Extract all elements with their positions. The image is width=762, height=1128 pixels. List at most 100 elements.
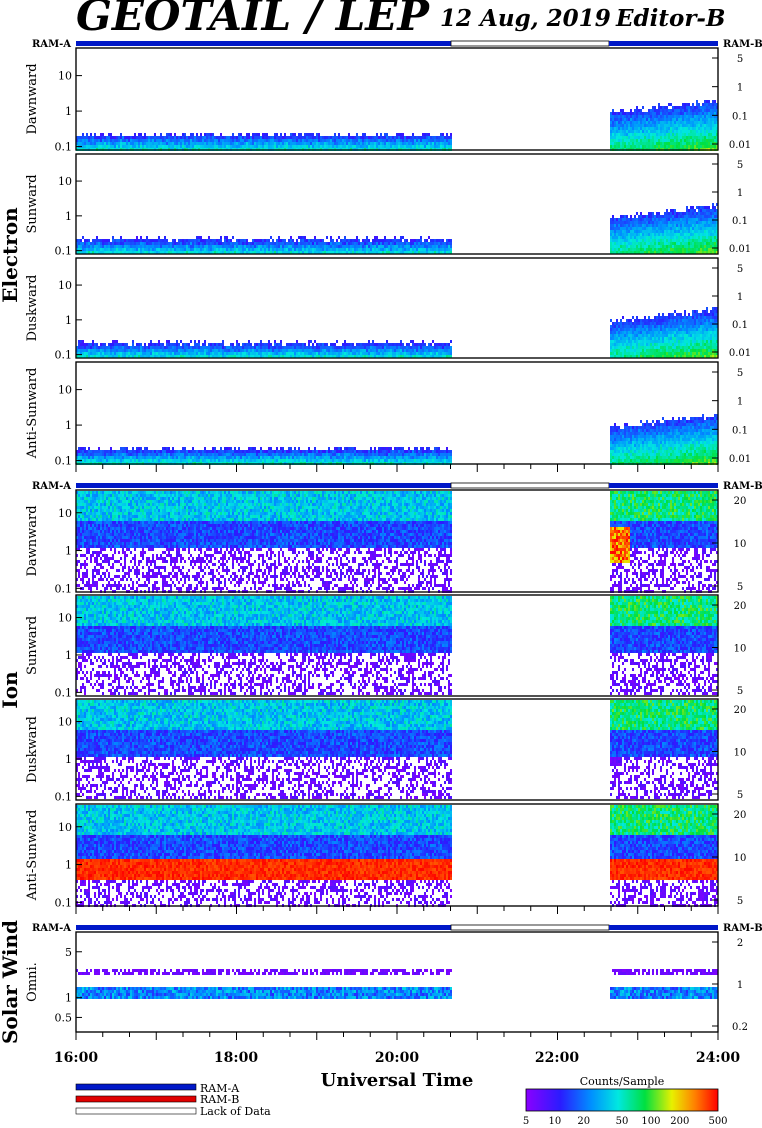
y-tick-label: 1 [65,649,72,662]
ram-legend: RAM-A RAM-B Lack of Data [76,1082,271,1118]
y2-tick-label: 1 [737,83,743,94]
y-tick-label: 1 [65,545,72,558]
y-tick-label: 10 [58,716,72,729]
y-tick-label: 0.1 [55,686,73,699]
y2-tick-label: 10 [734,748,747,759]
y2-tick-label: 1 [737,980,743,991]
y-tick-label: 1 [65,105,72,118]
y2-tick-label: 2 [737,938,743,949]
y-tick-label: 10 [58,507,72,520]
group-label-solar-wind: Solar Wind [0,920,22,1044]
y-tick-label: 5 [65,946,72,959]
y2-tick-label: 5 [737,686,743,697]
y-tick-label: 1 [65,419,72,432]
y2-tick-label: 0.1 [732,111,748,122]
y2-tick-label: 20 [734,496,747,507]
y-tick-label: 1 [65,859,72,872]
plot-date: 12 Aug, 2019 [440,5,611,32]
x-tick-label-18: 18:00 [214,1050,258,1066]
colorbar-gradient [526,1089,718,1111]
y-tick-label: 0.1 [55,349,73,362]
y-tick-label: 0.1 [55,896,73,909]
y2-tick-label: 1 [737,188,743,199]
y2-tick-label: 5 [737,264,743,275]
y-tick-label: 0.1 [55,245,73,258]
group-label-electron: Electron [0,207,22,303]
y-tick-label: 0.1 [55,141,73,154]
y2-tick-label: 0.01 [729,140,751,151]
colorbar-tick-label: 500 [708,1116,727,1127]
y2-tick-label: 0.1 [732,320,748,331]
ram-a-segment [76,41,451,46]
panel-label: Duskward [25,716,40,783]
y2-tick-label: 5 [737,582,743,593]
legend-label-lack-of-data: Lack of Data [200,1105,271,1118]
y2-tick-label: 1 [737,292,743,303]
group-label-ion: Ion [0,671,22,709]
y2-tick-label: 1 [737,397,743,408]
plot-editor: Editor-B [615,5,725,32]
panel-label: Dawnward [25,63,40,134]
y2-tick-label: 5 [737,368,743,379]
ram-label-left: RAM-A [32,923,71,934]
y-tick-label: 10 [58,612,72,625]
ram-label-right: RAM-B [723,481,762,492]
y-tick-label: 10 [58,821,72,834]
legend-swatch-lack-of-data [76,1108,196,1114]
plot-title: GEOTAIL / LEP [76,0,430,40]
y2-tick-label: 0.01 [729,454,751,465]
ram-label-right: RAM-B [723,39,762,50]
panel-label: Sunward [25,616,40,675]
y-tick-label: 1 [65,314,72,327]
y2-tick-label: 20 [734,810,747,821]
ram-a-segment [76,483,451,488]
y2-tick-label: 0.1 [732,216,748,227]
ram-label-left: RAM-A [32,39,71,50]
panel-label: Omni. [25,962,40,1002]
y-tick-label: 10 [58,279,72,292]
ram-label-right: RAM-B [723,923,762,934]
colorbar-tick-label: 200 [670,1116,689,1127]
colorbar-tick-label: 5 [523,1116,529,1127]
y2-tick-label: 0.01 [729,244,751,255]
panel-label: Sunward [25,174,40,233]
ram-a-segment [609,41,718,46]
ram-label-left: RAM-A [32,481,71,492]
y-tick-label: 10 [58,175,72,188]
x-tick-label-16: 16:00 [54,1050,98,1066]
x-tick-label-24: 24:00 [696,1050,740,1066]
legend-swatch-ram-a [76,1084,196,1090]
panel-electron-sunward: 10 1 0.1 5 1 0.1 0.01 Sunward [25,154,751,258]
ram-a-segment [609,925,718,930]
y2-tick-label: 5 [737,160,743,171]
colorbar-tick-label: 10 [549,1116,562,1127]
lack-of-data-segment [451,925,609,930]
colorbar-tick-label: 100 [641,1116,660,1127]
y-tick-label: 1 [65,992,72,1005]
y-tick-label: 0.1 [55,455,73,468]
panel-label: Anti-Sunward [25,368,40,460]
y-tick-label: 1 [65,753,72,766]
panel-label: Anti-Sunward [25,810,40,902]
y-tick-label: 10 [58,384,72,397]
lack-of-data-segment [451,41,609,46]
x-tick-label-20: 20:00 [375,1050,419,1066]
y2-tick-label: 5 [737,896,743,907]
panel-frame [76,932,718,1032]
ram-a-segment [76,925,451,930]
y2-tick-label: 20 [734,601,747,612]
legend-swatch-ram-b [76,1096,196,1102]
colorbar-title: Counts/Sample [580,1075,665,1088]
y-tick-label: 1 [65,210,72,223]
y2-tick-label: 10 [734,853,747,864]
y-tick-label: 0.1 [55,582,73,595]
y-tick-label: 0.5 [55,1011,73,1024]
y2-tick-label: 0.2 [732,1022,748,1033]
y2-tick-label: 5 [737,54,743,65]
